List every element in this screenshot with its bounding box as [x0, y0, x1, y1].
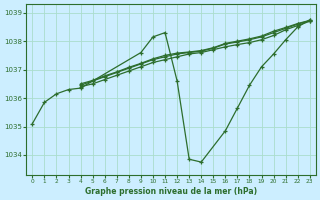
X-axis label: Graphe pression niveau de la mer (hPa): Graphe pression niveau de la mer (hPa) — [85, 187, 257, 196]
